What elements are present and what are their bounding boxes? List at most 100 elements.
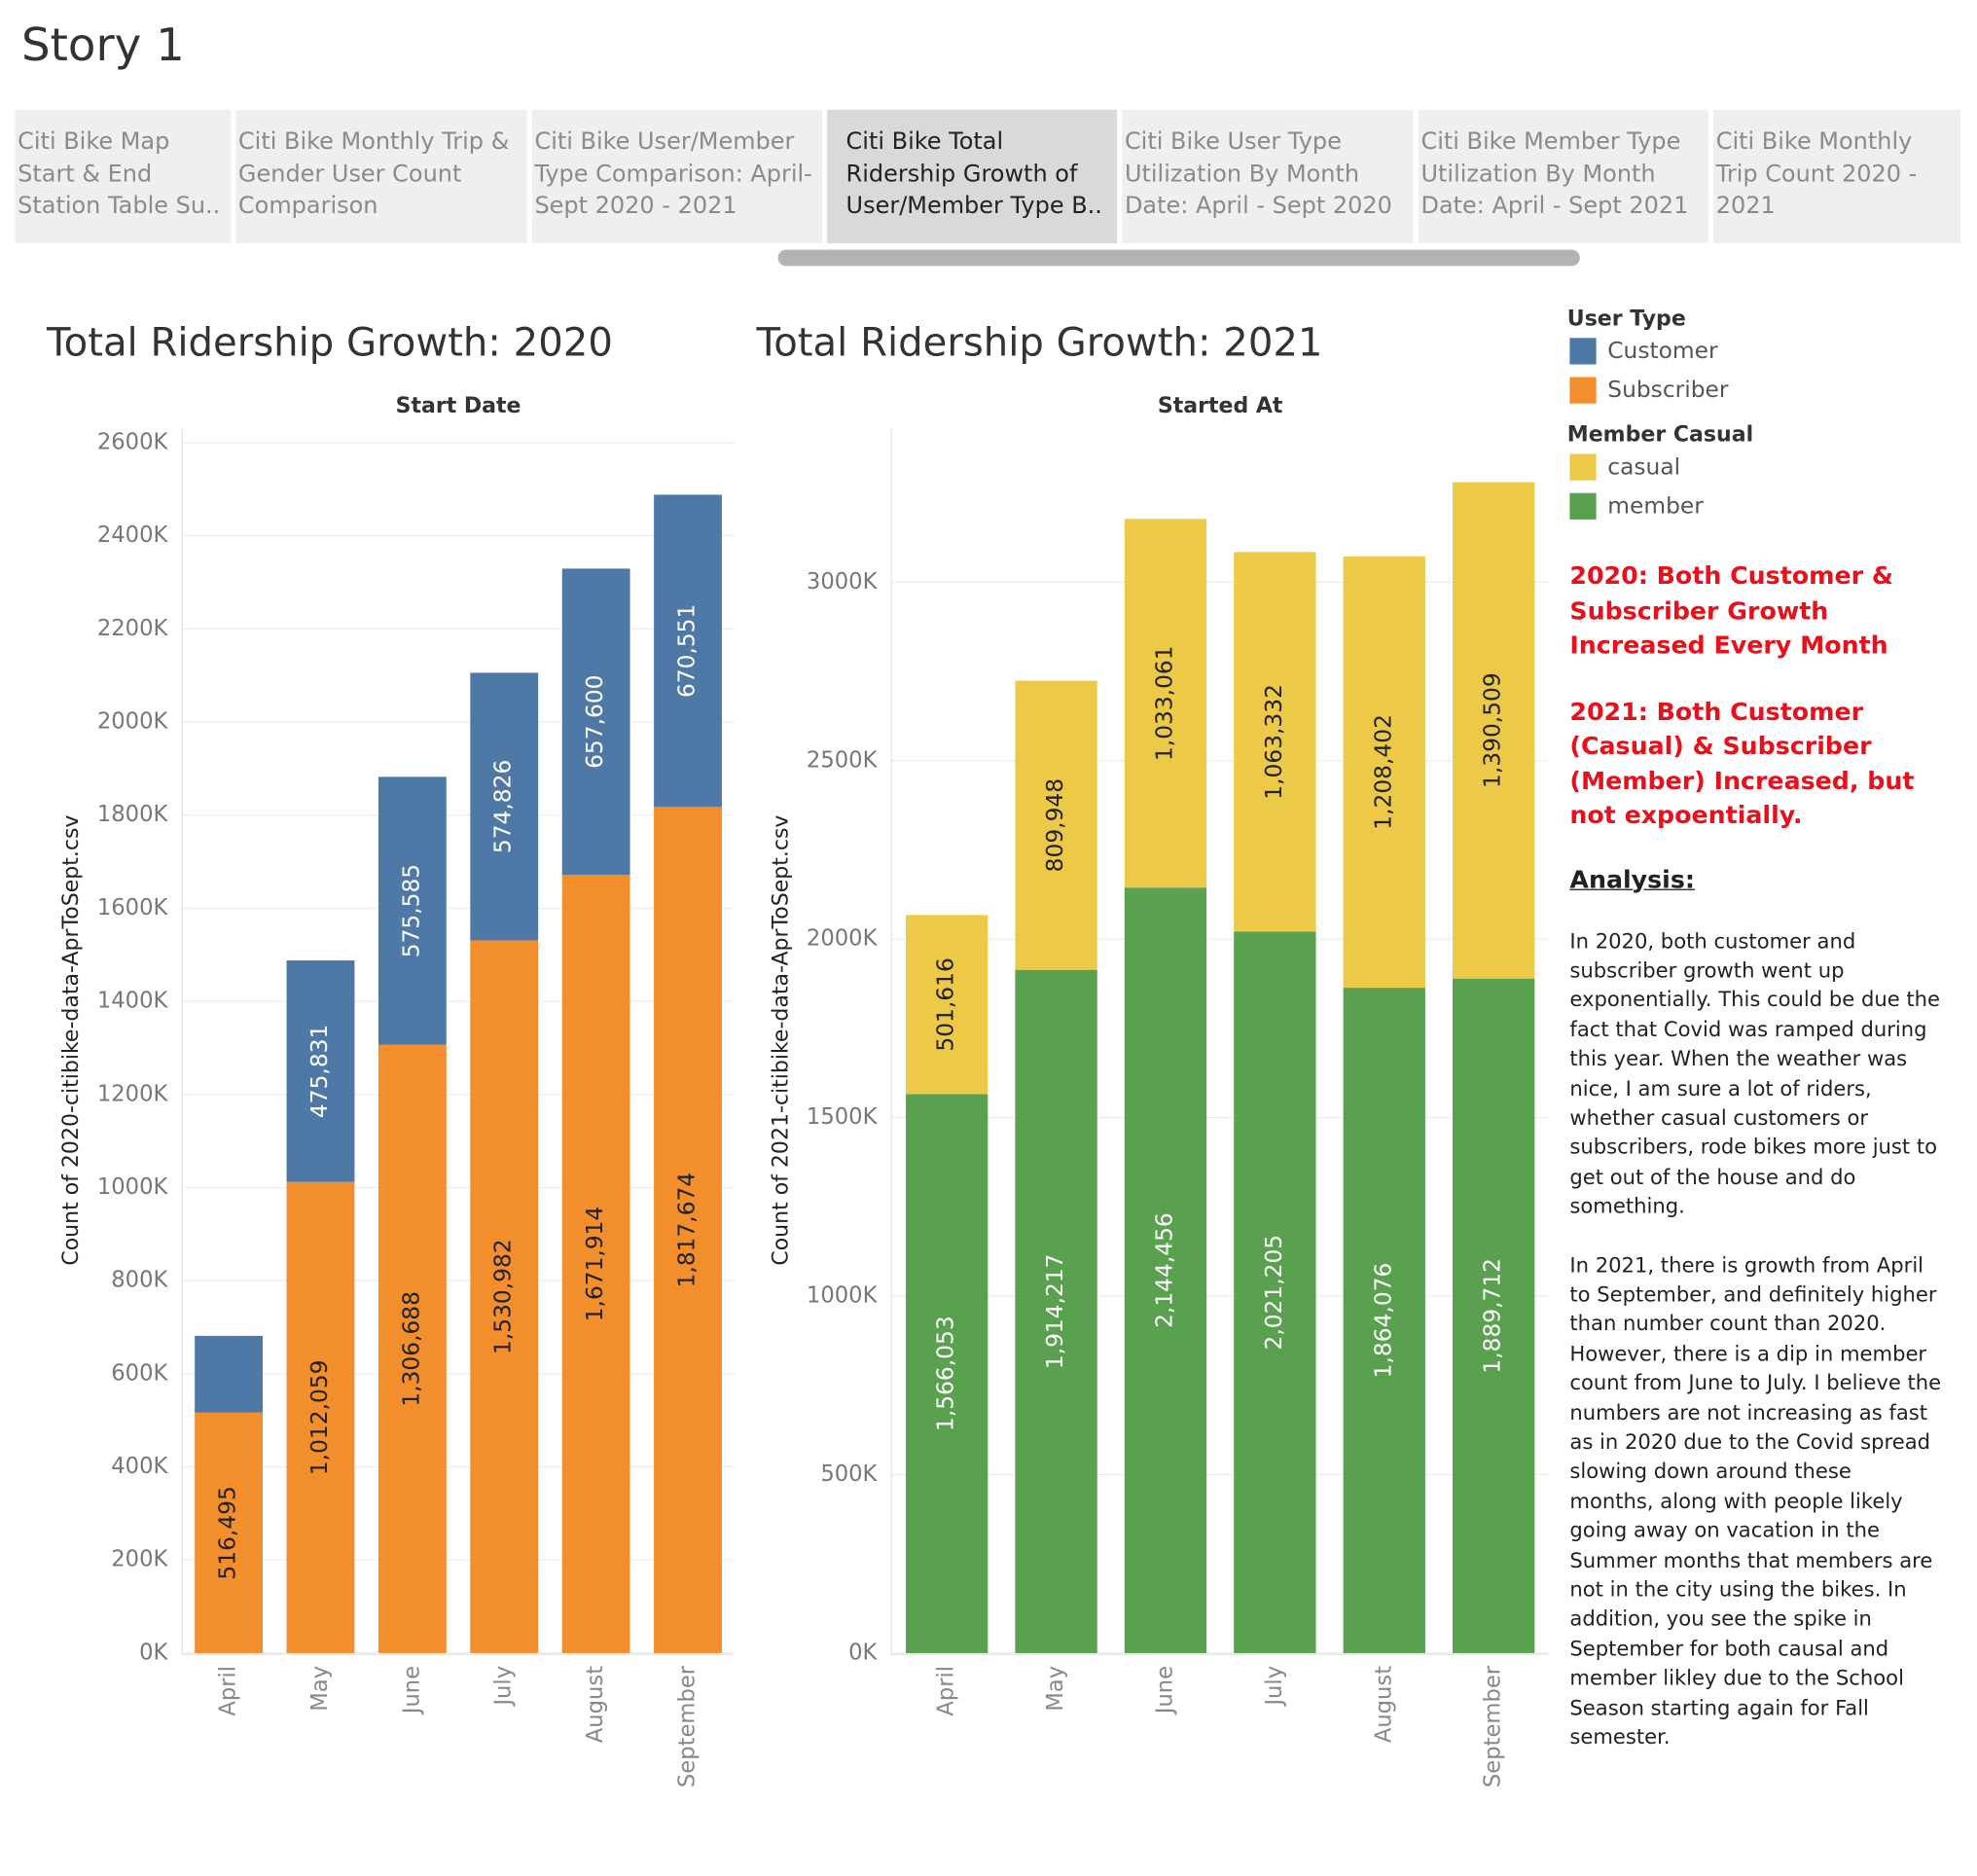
- bar-segment: [654, 494, 722, 808]
- y-axis-title: Count of 2021-citibike-data-AprToSept.cs…: [769, 815, 793, 1266]
- analysis-paragraph: In 2021, there is growth from April to S…: [1569, 1252, 1942, 1750]
- bar-segment: [1124, 519, 1207, 888]
- data-label: 1,012,059: [306, 1359, 333, 1475]
- x-tick-label: August: [1371, 1666, 1396, 1743]
- data-label: 1,566,053: [933, 1316, 959, 1431]
- legend-label: Subscriber: [1607, 377, 1729, 404]
- x-tick-label: July: [1262, 1666, 1287, 1708]
- legend-label: member: [1607, 492, 1704, 520]
- bar-segment: [1234, 552, 1316, 932]
- bar-segment: [470, 940, 539, 1653]
- y-tick-label: 1400K: [97, 989, 169, 1014]
- story-title: Story 1: [21, 19, 185, 72]
- data-label: 1,063,332: [1261, 684, 1287, 800]
- bar-segment: [561, 568, 630, 876]
- scrollbar[interactable]: [777, 249, 1580, 267]
- bar-segment: [1234, 931, 1316, 1653]
- y-tick-label: 600K: [111, 1360, 168, 1386]
- bar-segment: [377, 776, 447, 1045]
- legend-title: Member Casual: [1566, 422, 1754, 449]
- analysis-heading: Analysis:: [1569, 864, 1695, 894]
- legend-swatch: [1569, 492, 1597, 520]
- y-tick-label: 200K: [111, 1547, 168, 1572]
- y-tick-label: 2000K: [97, 709, 169, 735]
- x-tick-label: June: [1152, 1666, 1177, 1715]
- bar-segment: [1015, 680, 1097, 970]
- bar-segment: [561, 875, 630, 1653]
- x-tick-label: August: [583, 1666, 608, 1743]
- story-tab[interactable]: Citi Bike Monthly Trip & Gender User Cou…: [235, 109, 527, 244]
- y-tick-label: 800K: [111, 1268, 168, 1293]
- bar-segment: [1015, 969, 1097, 1653]
- analysis-paragraph: In 2020, both customer and subscriber gr…: [1569, 928, 1941, 1219]
- bar-segment: [906, 1094, 988, 1653]
- bar-segment: [470, 672, 539, 941]
- y-tick-label: 1500K: [807, 1104, 879, 1130]
- y-tick-label: 1200K: [97, 1081, 169, 1106]
- story-tab[interactable]: Citi Bike User/Member Type Comparison: A…: [531, 109, 822, 244]
- legend-label: Customer: [1607, 338, 1718, 365]
- y-tick-label: 0K: [139, 1640, 168, 1665]
- data-label: 2,021,205: [1261, 1235, 1287, 1351]
- bar-segment: [1343, 556, 1425, 989]
- data-label: 1,208,402: [1370, 714, 1396, 830]
- y-tick-label: 400K: [111, 1454, 168, 1479]
- legend-item: Customer: [1567, 332, 1753, 371]
- highlight-text: 2021: Both Customer (Casual) & Subscribe…: [1569, 696, 1915, 830]
- annotations: 2020: Both Customer & Subscriber Growth …: [1569, 559, 1941, 1781]
- legend-group: User Type Customer Subscriber: [1567, 307, 1753, 410]
- y-tick-label: 2200K: [97, 616, 169, 641]
- bar-segment: [906, 915, 988, 1095]
- data-label: 1,671,914: [582, 1207, 608, 1322]
- data-label: 1,306,688: [398, 1291, 424, 1407]
- y-axis-title: Count of 2020-citibike-data-AprToSept.cs…: [59, 815, 84, 1266]
- x-tick-label: May: [1043, 1666, 1068, 1712]
- chart-2020: Total Ridership Growth: 2020 Start Date Co…: [46, 320, 735, 1787]
- story-tab[interactable]: Citi Bike User Type Utilization By Month…: [1122, 109, 1414, 244]
- x-tick-label: April: [934, 1666, 959, 1716]
- data-label: 1,914,217: [1042, 1253, 1068, 1369]
- y-tick-label: 500K: [820, 1461, 878, 1487]
- story-tab[interactable]: Citi Bike Map Start & End Station Table …: [15, 109, 232, 244]
- data-label: 475,831: [306, 1025, 333, 1118]
- y-tick-label: 1600K: [97, 895, 169, 920]
- data-label: 809,948: [1042, 778, 1068, 872]
- bar-segment: [1453, 482, 1535, 979]
- legend-label: casual: [1607, 453, 1681, 481]
- bar-segment: [1124, 887, 1207, 1653]
- y-tick-label: 2500K: [807, 747, 879, 773]
- x-tick-label: July: [491, 1666, 517, 1708]
- y-tick-label: 1000K: [807, 1283, 879, 1309]
- y-tick-label: 0K: [848, 1640, 878, 1665]
- data-label: 516,495: [215, 1486, 241, 1579]
- y-tick-label: 2000K: [807, 926, 879, 952]
- story-tab[interactable]: Citi Bike Monthly Trip Count 2020 - 2021: [1713, 109, 1961, 244]
- column-header: Started At: [1158, 394, 1283, 418]
- data-label: 1,033,061: [1151, 645, 1177, 761]
- legend-item: Subscriber: [1567, 371, 1753, 410]
- y-tick-label: 1000K: [97, 1174, 169, 1200]
- bar-segment: [195, 1412, 264, 1653]
- bar-segment: [286, 1181, 355, 1653]
- x-tick-label: September: [1481, 1665, 1506, 1787]
- data-label: 670,551: [674, 604, 701, 698]
- y-tick-label: 2400K: [97, 523, 169, 548]
- x-tick-label: September: [675, 1665, 701, 1787]
- bar-segment: [195, 1335, 264, 1413]
- bar-segment: [654, 807, 722, 1653]
- legend: User Type Customer Subscriber Member Casual…: [1567, 307, 1753, 538]
- x-tick-label: April: [216, 1666, 241, 1716]
- data-label: 657,600: [582, 674, 608, 768]
- y-tick-label: 1800K: [97, 802, 169, 827]
- data-label: 501,616: [933, 957, 959, 1051]
- chart-title: Total Ridership Growth: 2020: [46, 320, 613, 365]
- story-tab[interactable]: Citi Bike Total Ridership Growth of User…: [827, 109, 1118, 244]
- story-tab[interactable]: Citi Bike Member Type Utilization By Mon…: [1418, 109, 1708, 244]
- bar-segment: [377, 1044, 447, 1653]
- data-label: 574,826: [490, 760, 517, 853]
- legend-swatch: [1569, 453, 1597, 481]
- highlight-text: 2020: Both Customer & Subscriber Growth …: [1569, 560, 1893, 660]
- legend-item: casual: [1567, 448, 1753, 487]
